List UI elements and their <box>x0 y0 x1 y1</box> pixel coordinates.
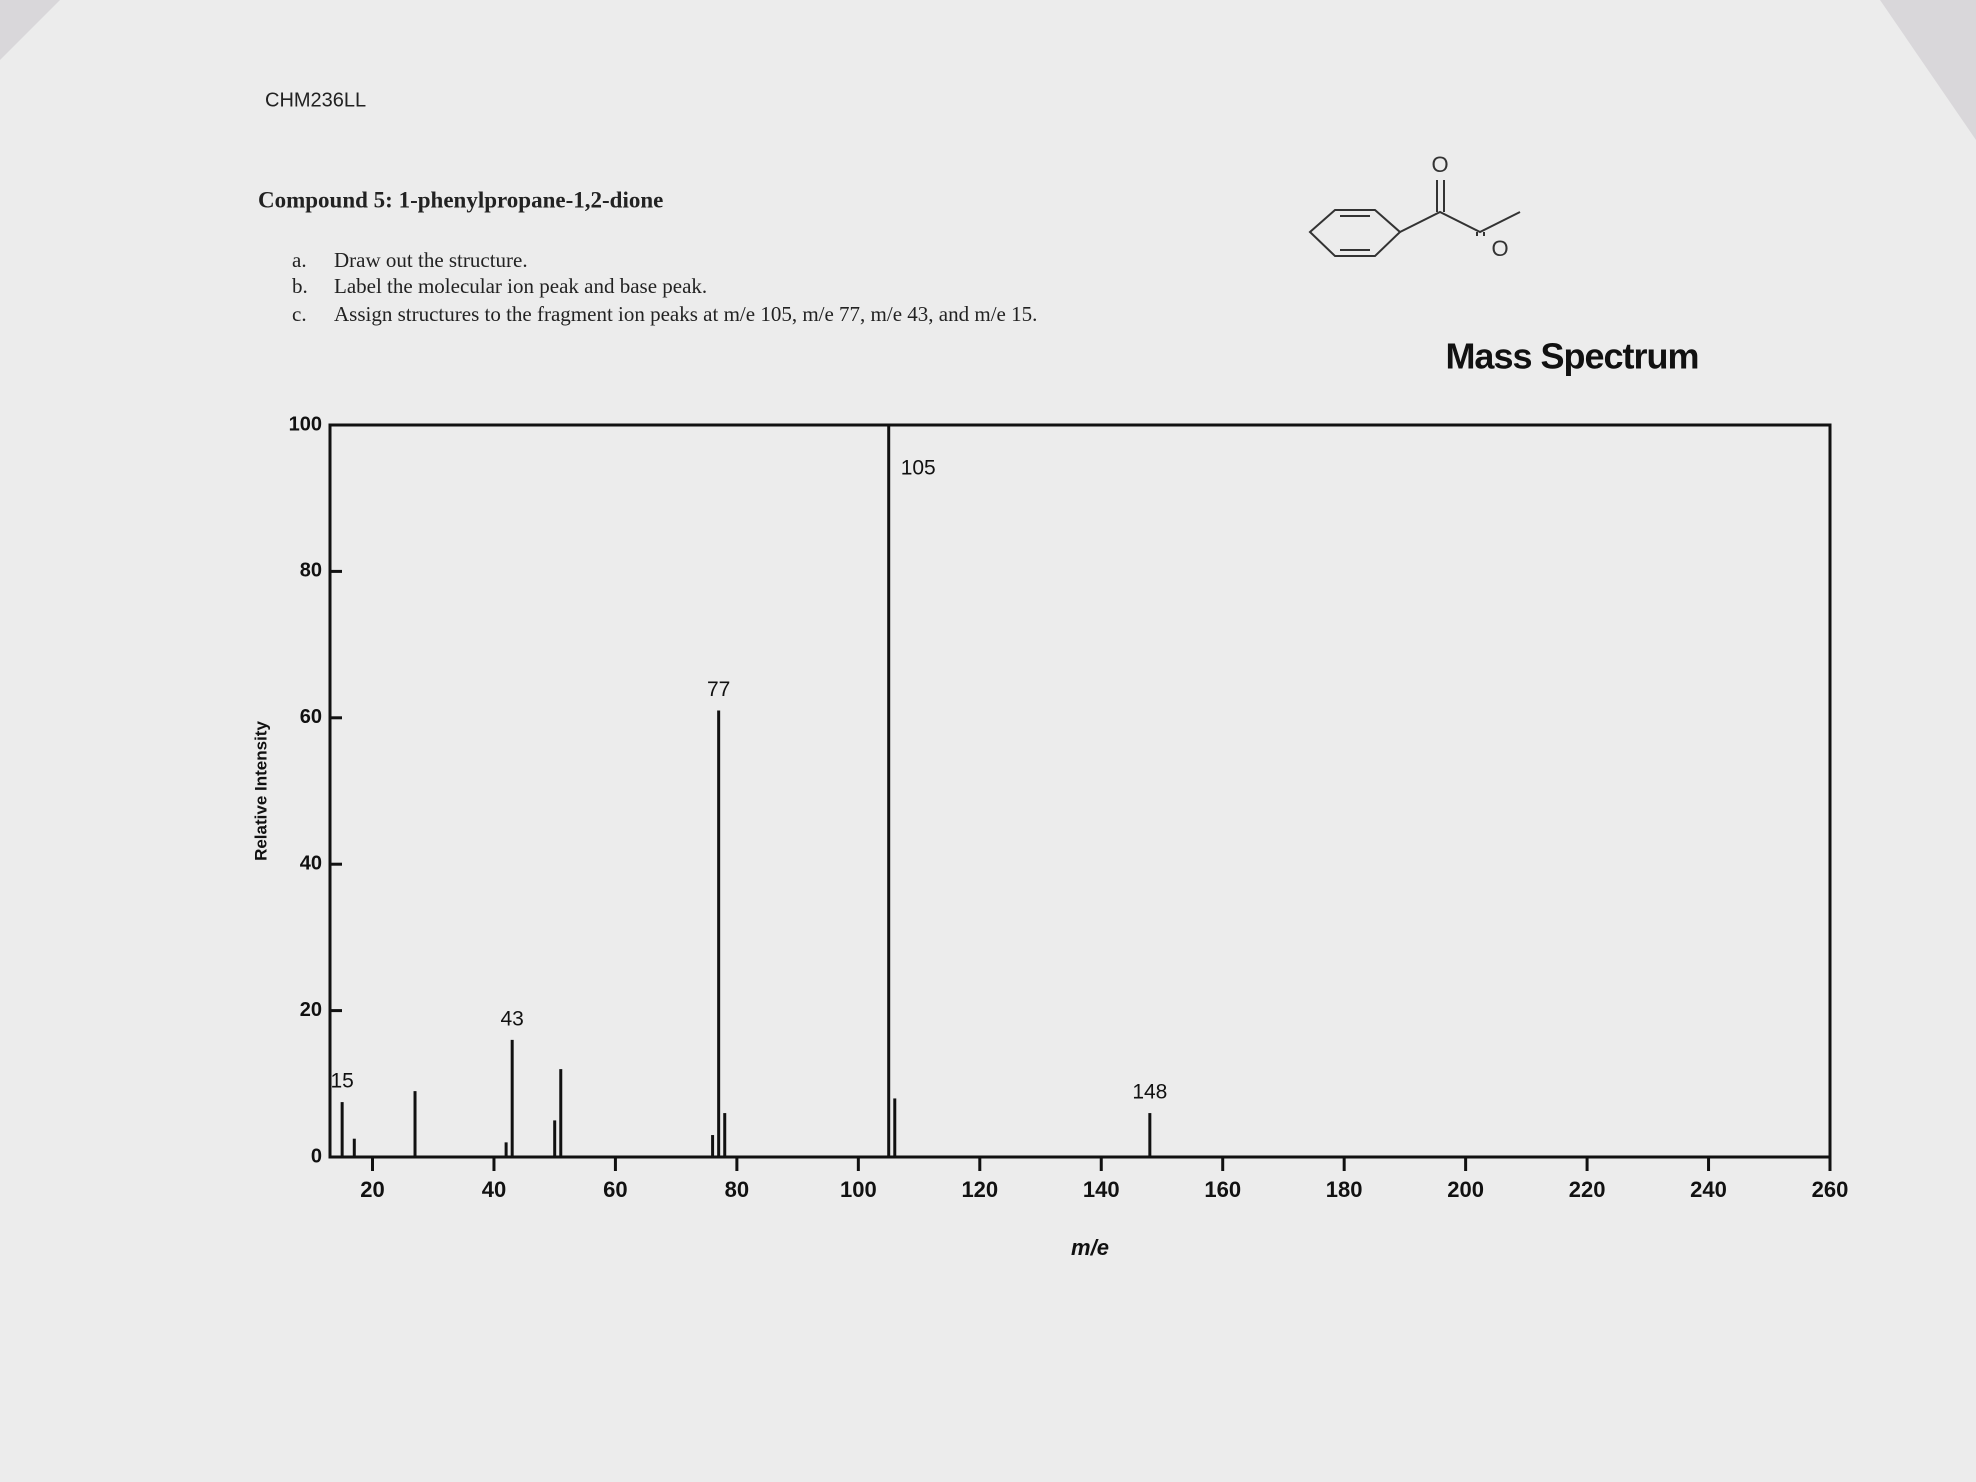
chart: 0 20 40 60 80 100 20 40 60 80 100 120 140 160 180 200 22… <box>251 413 1848 1260</box>
peak-label: 15 <box>330 1070 353 1093</box>
y-tick-label: 60 <box>300 706 322 728</box>
compound-title: Compound 5: 1-phenylpropane-1,2-dione <box>258 187 663 212</box>
chart-title: Mass Spectrum <box>1445 336 1698 377</box>
y-axis-label: Relative Intensity <box>251 721 270 861</box>
y-tick-label: 0 <box>311 1145 322 1167</box>
peak-label: 77 <box>707 678 730 701</box>
x-tick-label: 220 <box>1569 1177 1606 1202</box>
x-tick-label: 200 <box>1447 1177 1484 1202</box>
question-text: Draw out the structure. <box>334 248 528 272</box>
question-label: b. <box>292 274 308 298</box>
y-tick-label: 40 <box>300 852 322 874</box>
peak-label: 105 <box>901 457 936 480</box>
x-tick-label: 180 <box>1326 1177 1363 1202</box>
plot-frame <box>328 423 1832 1159</box>
x-tick-label: 120 <box>961 1177 998 1202</box>
x-tick-label: 140 <box>1083 1177 1120 1202</box>
x-tick-label: 160 <box>1204 1177 1241 1202</box>
question-label: a. <box>292 248 307 272</box>
structure-drawing <box>1308 180 1521 257</box>
x-axis-label: m/e <box>1071 1235 1109 1260</box>
question-text: Label the molecular ion peak and base pe… <box>334 274 707 298</box>
y-tick-label: 20 <box>300 999 322 1021</box>
x-tick-label: 40 <box>482 1177 506 1202</box>
y-tick-label: 100 <box>289 413 322 435</box>
atom-label: O <box>1431 152 1448 177</box>
x-tick-label: 240 <box>1690 1177 1727 1202</box>
x-tick-label: 100 <box>840 1177 877 1202</box>
question-text: Assign structures to the fragment ion pe… <box>334 302 1037 326</box>
atom-label: O <box>1491 236 1508 261</box>
x-tick-label: 80 <box>725 1177 749 1202</box>
x-tick-label: 60 <box>603 1177 627 1202</box>
peak-label: 148 <box>1132 1081 1167 1104</box>
question-label: c. <box>292 302 307 326</box>
x-tick-label: 260 <box>1812 1177 1849 1202</box>
course-code: CHM236LL <box>265 89 366 111</box>
peak-label: 43 <box>501 1007 524 1030</box>
x-tick-label: 20 <box>360 1177 384 1202</box>
y-tick-label: 80 <box>300 560 322 582</box>
